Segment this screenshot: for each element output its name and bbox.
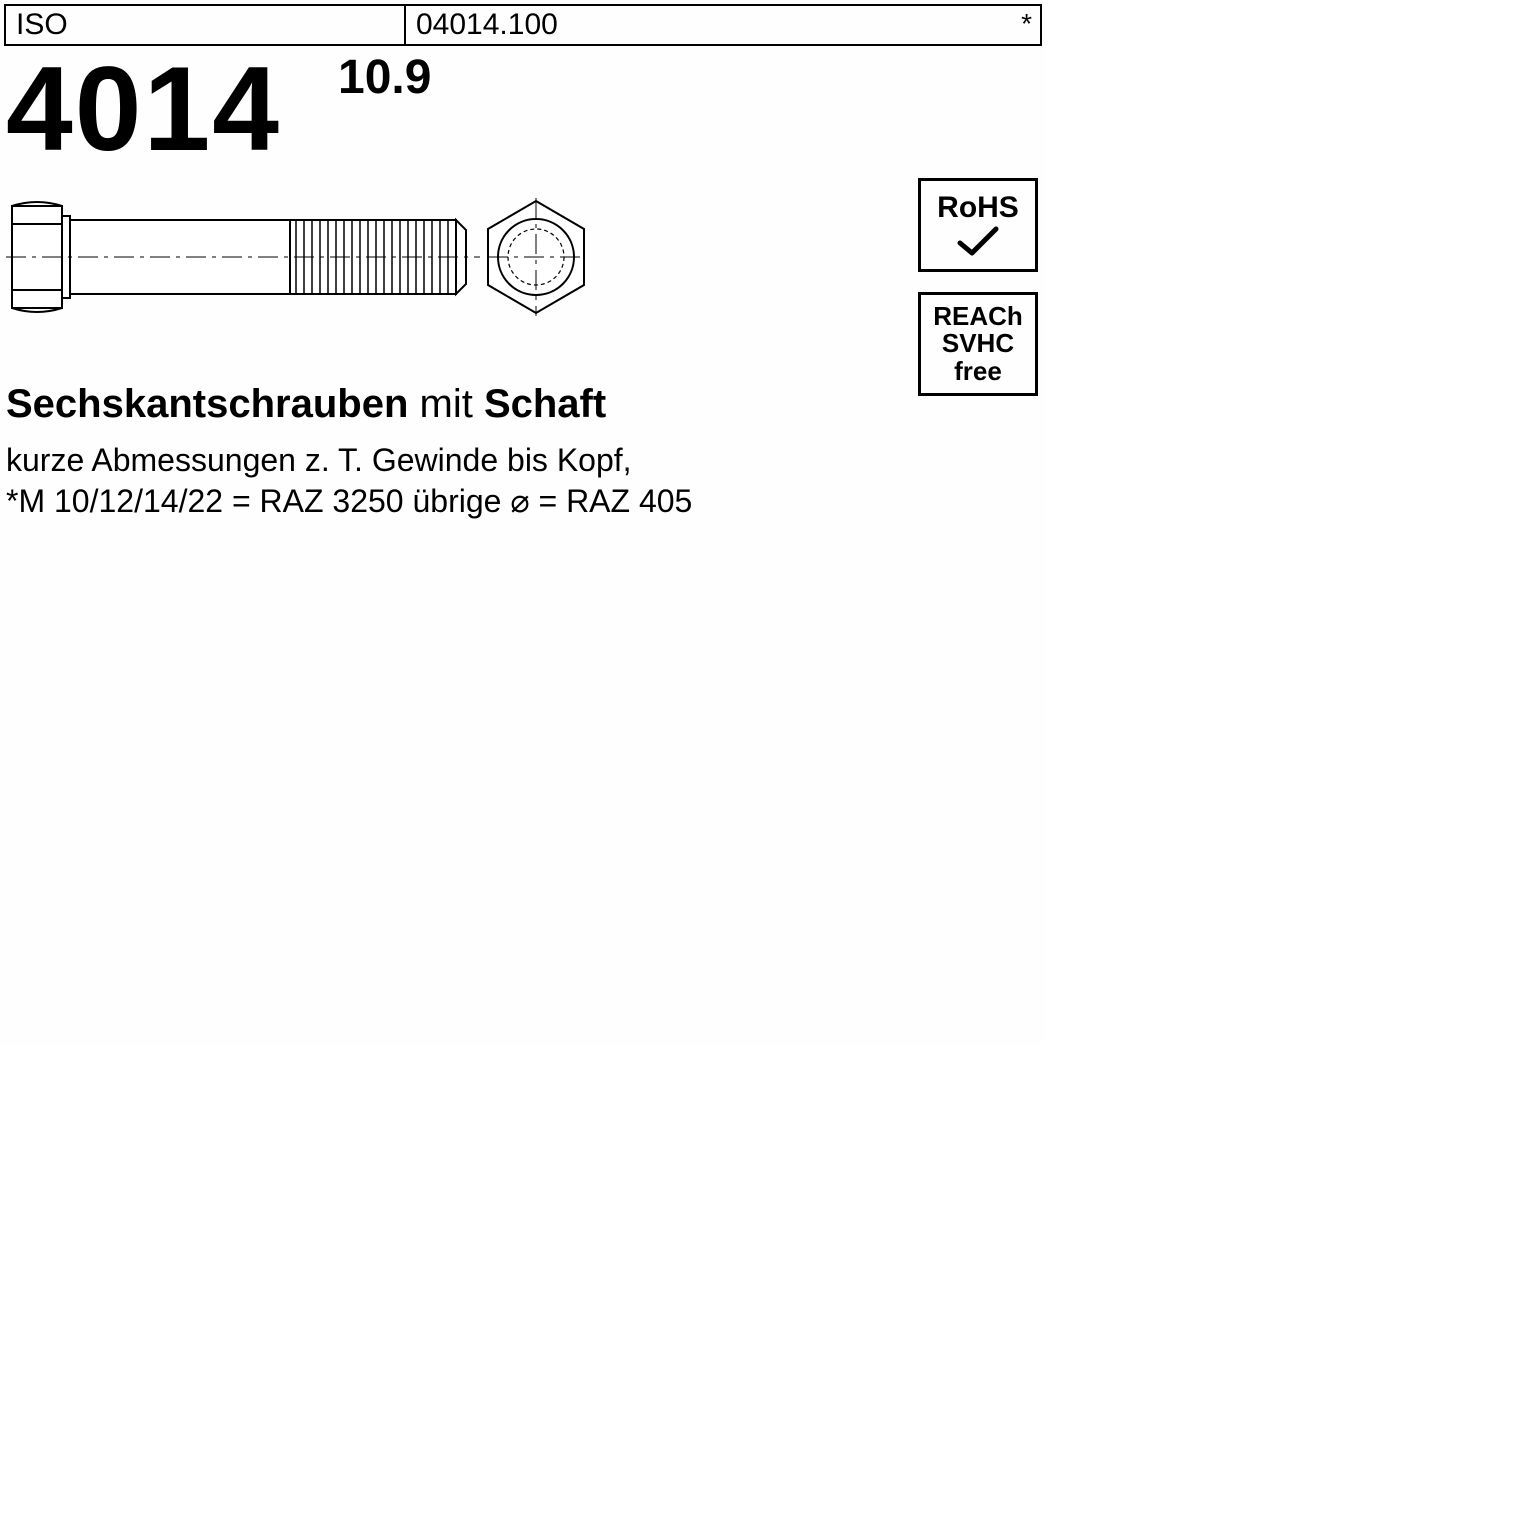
reach-line-2: SVHC (942, 330, 1014, 357)
reach-line-1: REACh (933, 303, 1023, 330)
checkmark-icon (956, 225, 1000, 259)
rohs-label: RoHS (937, 191, 1019, 225)
header-standard-label: ISO (16, 8, 68, 42)
title-bold-1: Sechskantschrauben (6, 382, 408, 426)
reach-badge: REACh SVHC free (918, 292, 1038, 396)
product-title: Sechskantschrauben mit Schaft (6, 382, 606, 427)
datasheet-canvas: ISO 04014.100 * 4014 10.9 (0, 0, 1046, 1046)
header-standard-cell: ISO (6, 6, 406, 44)
title-light: mit (408, 382, 484, 426)
title-bold-2: Schaft (484, 382, 606, 426)
header-code-cell: 04014.100 * (406, 6, 1040, 44)
description-line-2: *M 10/12/14/22 = RAZ 3250 übrige ⌀ = RAZ… (6, 482, 692, 520)
description-line-1: kurze Abmessungen z. T. Gewinde bis Kopf… (6, 442, 632, 479)
header-code-label: 04014.100 (416, 8, 558, 42)
rohs-badge: RoHS (918, 178, 1038, 272)
property-class: 10.9 (338, 50, 431, 105)
standard-number: 4014 (6, 40, 281, 178)
bolt-drawing (6, 190, 586, 330)
header-asterisk: * (1021, 8, 1032, 40)
reach-line-3: free (954, 358, 1002, 385)
